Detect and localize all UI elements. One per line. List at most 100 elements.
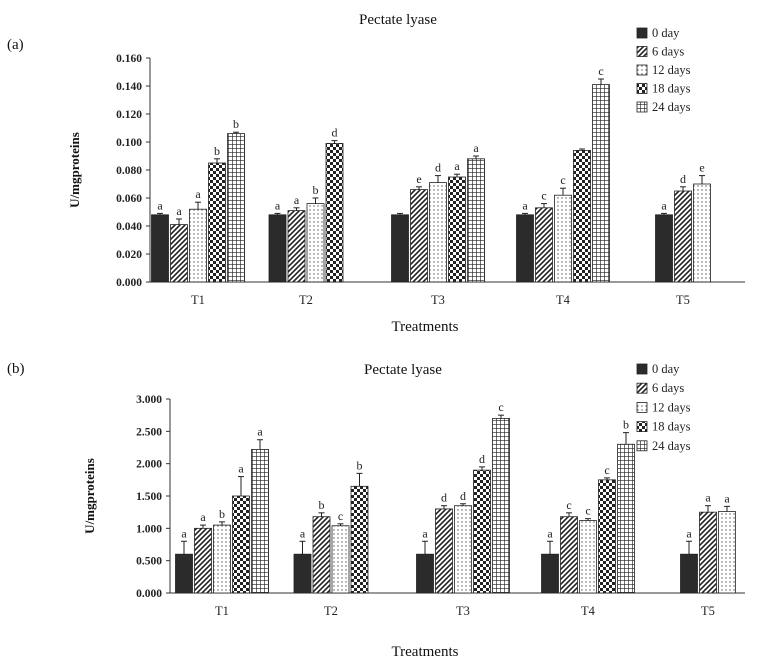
x-tick-label: T4 [581,604,596,618]
legend-swatch [636,83,648,94]
bar [312,516,331,594]
significance-letter: a [522,198,528,212]
panel-label: (a) [7,37,24,53]
y-tick-label: 2.000 [136,459,162,471]
bar [232,495,250,594]
y-axis-label: U/mgproteins [82,458,97,534]
bar [718,511,736,594]
bar [554,194,572,283]
y-tick-label: 1.000 [136,523,162,535]
bar [473,469,491,594]
legend-swatch [636,363,648,375]
y-tick-label: 0.000 [116,277,142,289]
significance-letter: a [705,491,711,505]
bar [287,210,306,283]
x-tick-label: T2 [299,293,313,307]
bar [592,84,610,283]
bar [268,214,287,283]
bar [194,527,212,594]
significance-letter: a [661,198,667,212]
significance-letter: a [200,510,206,524]
legend-swatch [636,27,648,39]
legend-label: 24 days [652,100,691,114]
legend-swatch [636,382,648,394]
y-tick-label: 0.100 [116,137,142,149]
y-tick-label: 0.140 [116,81,142,93]
significance-letter: d [441,491,447,505]
significance-letter: c [498,400,503,414]
significance-letter: a [157,198,163,212]
significance-letter: b [357,458,363,472]
significance-letter: c [585,504,590,518]
legend-label: 12 days [652,400,691,414]
bar [391,214,409,283]
bar [560,516,578,594]
legend-swatch [636,64,648,76]
y-tick-label: 2.500 [136,426,162,438]
significance-letter: b [313,183,319,197]
x-axis-label: Treatments [392,319,459,335]
y-tick-label: 3.000 [136,394,162,406]
legend-label: 6 days [652,381,684,395]
bar [454,505,472,594]
bar [325,142,344,283]
y-tick-label: 0.500 [136,556,162,568]
bar [293,553,312,594]
bar [251,449,269,594]
significance-letter: d [332,126,338,140]
significance-letter: b [319,498,325,512]
legend-swatch [636,421,648,433]
bar [429,182,447,283]
significance-letter: e [416,172,421,186]
bar [674,190,692,283]
significance-letter: a [238,462,244,476]
legend: 0 day 6 days 12 days 18 days 24 days [636,26,691,114]
significance-letter: a [181,526,187,540]
bar [350,485,369,594]
legend-label: 24 days [652,439,691,453]
y-tick-label: 0.060 [116,193,142,205]
bar [448,176,466,283]
significance-letter: a [195,187,201,201]
x-tick-label: T3 [431,293,445,307]
significance-letter: a [257,425,263,439]
bar [516,214,534,283]
significance-letter: b [233,117,239,131]
x-tick-label: T5 [701,604,715,618]
significance-letter: c [541,189,546,203]
significance-letter: c [566,498,571,512]
y-tick-label: 0.160 [116,53,142,65]
bar [416,553,434,594]
legend-label: 0 day [652,362,680,376]
significance-letter: c [338,509,343,523]
legend-swatch [636,440,648,452]
bar [617,443,635,594]
significance-letter: b [219,507,225,521]
chart-title: Pectate lyase [359,12,437,28]
bar [410,189,428,283]
significance-letter: a [454,159,460,173]
bar [213,524,231,594]
legend-swatch [636,46,648,57]
bar [175,553,193,594]
bar [151,214,169,283]
bar [306,203,325,283]
significance-letter: a [724,491,730,505]
significance-letter: a [686,526,692,540]
bar [579,520,597,594]
significance-letter: d [680,172,686,186]
panel-label: (b) [7,361,25,377]
significance-letter: b [214,144,220,158]
bar [189,208,207,283]
significance-letter: a [300,526,306,540]
bar [693,183,711,283]
chart-panel-a: (a) Pectate lyase Treatments U/mgproteins 0.… [7,12,745,335]
legend-label: 18 days [652,82,691,96]
legend-label: 12 days [652,63,691,77]
significance-letter: a [422,526,428,540]
y-tick-label: 1.500 [136,491,162,503]
bar [699,511,717,594]
significance-letter: a [176,204,182,218]
legend: 0 day 6 days 12 days 18 days 24 days [636,362,691,453]
